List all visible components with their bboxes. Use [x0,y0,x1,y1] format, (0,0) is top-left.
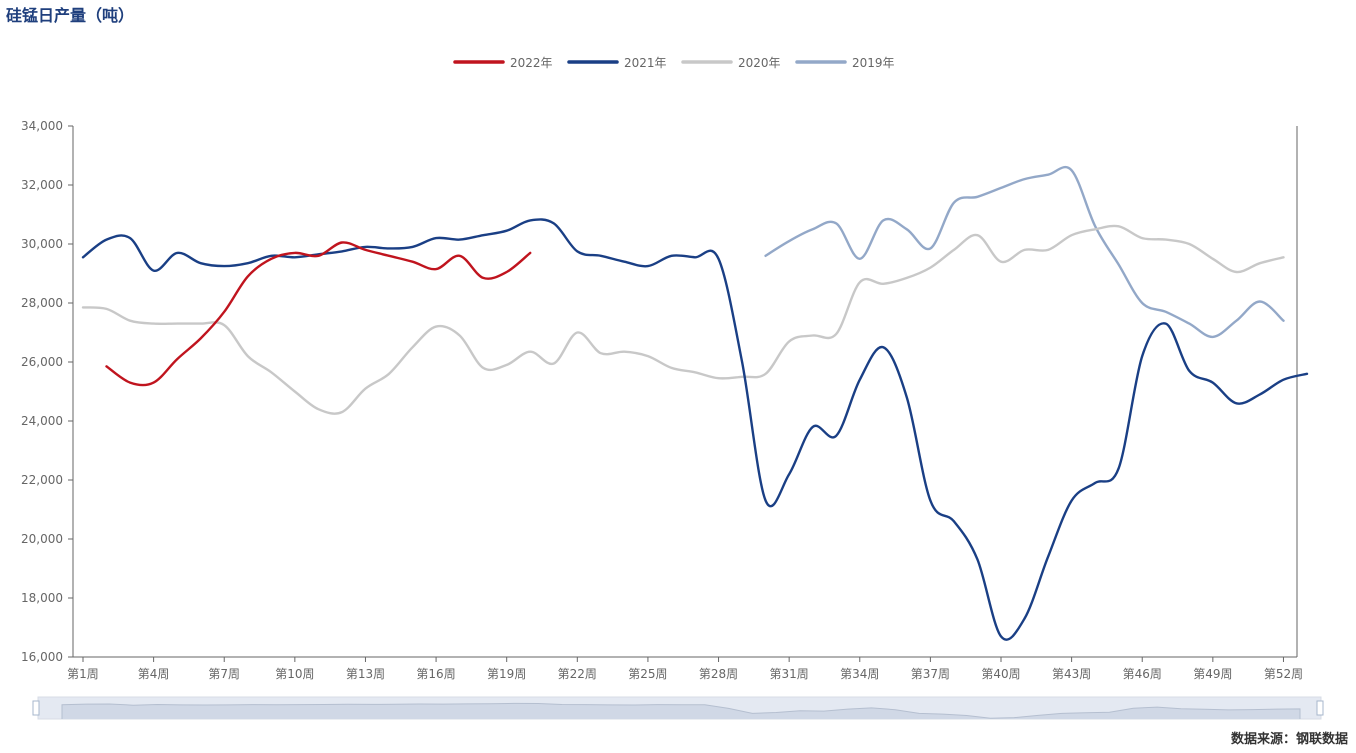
x-tick-label: 第46周 [1123,667,1162,681]
x-tick-label: 第4周 [138,667,170,681]
x-tick-label: 第19周 [487,667,526,681]
y-tick-label: 24,000 [21,414,63,428]
y-tick-label: 26,000 [21,355,63,369]
source-note: 数据来源：钢联数据 [1230,732,1348,747]
legend-label: 2021年 [624,56,667,70]
series-line-2020[interactable] [81,224,1285,415]
y-tick-label: 34,000 [21,119,63,133]
legend-label: 2022年 [510,56,553,70]
data-zoom-handle-left[interactable] [32,700,40,716]
x-tick-label: 第37周 [911,667,950,681]
series-group [81,165,1309,641]
x-tick-label: 第22周 [558,667,597,681]
data-zoom-handle-right[interactable] [1316,700,1324,716]
legend-item-2022[interactable]: 2022年 [453,56,553,70]
legend-label: 2019年 [852,56,895,70]
legend[interactable]: 2022年 2021年 2020年 2019年 [453,56,895,70]
y-tick-label: 16,000 [21,650,63,664]
x-tick-label: 第25周 [628,667,667,681]
x-tick-label: 第16周 [416,667,455,681]
legend-item-2021[interactable]: 2021年 [567,56,667,70]
series-line-2019[interactable] [764,165,1285,339]
x-tick-label: 第43周 [1052,667,1091,681]
x-tick-label: 第31周 [770,667,809,681]
x-tick-label: 第28周 [699,667,738,681]
y-tick-label: 22,000 [21,473,63,487]
x-tick-label: 第13周 [346,667,385,681]
y-tick-label: 28,000 [21,296,63,310]
x-tick-label: 第52周 [1264,667,1303,681]
data-zoom-slider[interactable] [32,696,1324,720]
legend-item-2019[interactable]: 2019年 [795,56,895,70]
legend-item-2020[interactable]: 2020年 [681,56,781,70]
x-tick-label: 第40周 [981,667,1020,681]
x-tick-label: 第49周 [1193,667,1232,681]
y-tick-label: 20,000 [21,532,63,546]
y-tick-label: 18,000 [21,591,63,605]
x-tick-label: 第10周 [275,667,314,681]
series-line-2022[interactable] [105,241,532,387]
y-tick-label: 32,000 [21,178,63,192]
axes: 16,000 18,000 20,000 22,000 24,000 26,000 28,0… [21,119,1303,681]
series-line-2021[interactable] [81,218,1309,641]
x-tick-label: 第7周 [208,667,240,681]
chart-title: 硅锰日产量（吨） [6,6,135,25]
legend-label: 2020年 [738,56,781,70]
x-tick-label: 第34周 [840,667,879,681]
x-tick-label: 第1周 [67,667,99,681]
y-tick-label: 30,000 [21,237,63,251]
data-zoom-shadow [61,702,1301,719]
